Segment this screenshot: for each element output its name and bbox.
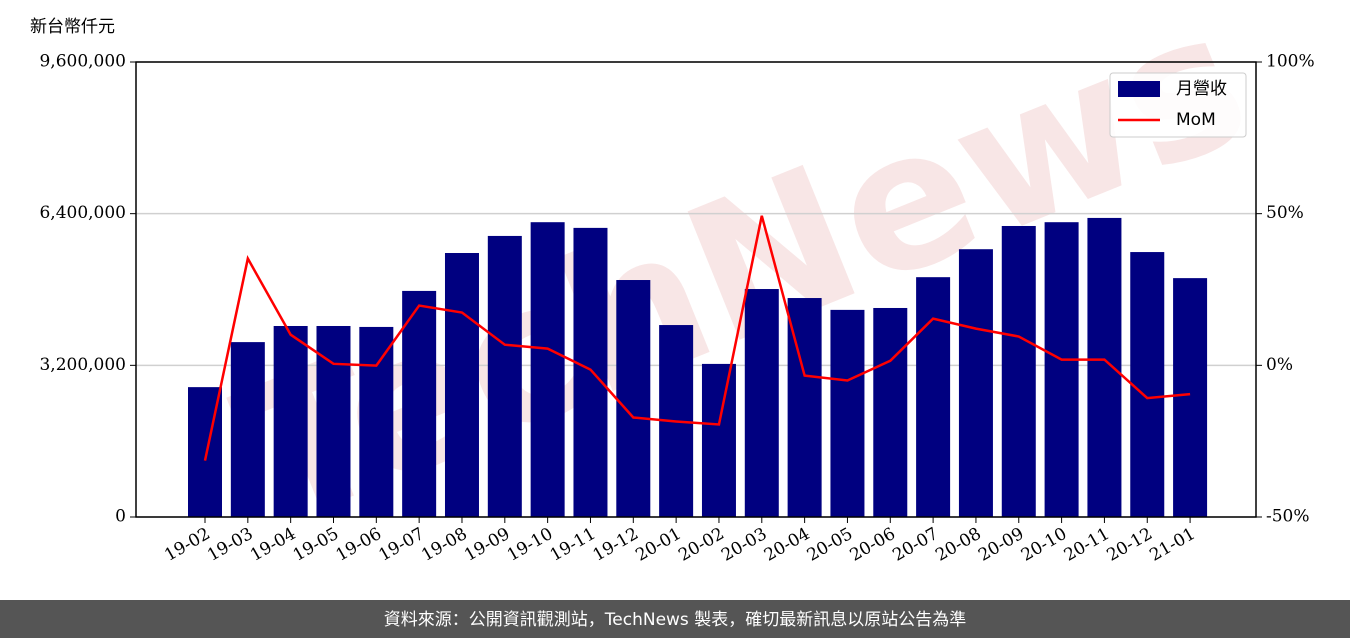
y-axis-label: 新台幣仟元	[30, 17, 115, 37]
bar	[1130, 252, 1165, 517]
y-tick-label: 0	[115, 507, 126, 527]
bar	[744, 289, 779, 517]
bar	[1087, 217, 1122, 517]
plot-frame	[135, 61, 1257, 518]
bar	[958, 249, 993, 517]
x-tick-label: 21-01	[1146, 524, 1198, 566]
x-tick-label: 20-11	[1061, 524, 1113, 566]
y2-tick-label: 0%	[1266, 355, 1293, 375]
y-tick-label: 3,200,000	[39, 355, 126, 375]
bar	[530, 222, 565, 517]
bar	[916, 277, 951, 517]
x-tick-label: 20-02	[675, 524, 727, 566]
bar	[316, 325, 351, 517]
legend-swatch	[1118, 81, 1160, 97]
bar	[402, 290, 437, 517]
bar	[873, 307, 908, 517]
x-tick-label: 19-10	[504, 524, 556, 566]
bar	[1001, 225, 1036, 518]
y-tick-label: 6,400,000	[39, 203, 126, 223]
bar	[701, 363, 736, 517]
bar	[616, 280, 651, 517]
x-tick-label: 19-08	[418, 524, 470, 566]
legend-label: 月營收	[1176, 79, 1227, 99]
x-tick-label: 20-07	[889, 524, 941, 566]
x-tick-label: 20-09	[975, 524, 1027, 566]
x-tick-label: 20-06	[847, 524, 899, 566]
y2-tick-label: -50%	[1266, 507, 1310, 527]
y-tick-label: 9,600,000	[39, 52, 126, 72]
x-tick-label: 20-03	[718, 524, 770, 566]
x-tick-label: 19-11	[547, 524, 599, 566]
x-tick-label: 20-12	[1104, 524, 1156, 566]
x-tick-label: 20-08	[932, 524, 984, 566]
bar	[230, 342, 265, 517]
y2-tick-label: 100%	[1266, 52, 1315, 72]
legend-label: MoM	[1176, 110, 1216, 130]
bar	[444, 253, 479, 518]
bar	[573, 227, 608, 517]
x-tick-label: 19-02	[161, 524, 213, 566]
bar	[359, 326, 394, 517]
bar	[830, 309, 865, 517]
footer: 資料來源：公開資訊觀測站，TechNews 製表，確切最新訊息以原站公告為準	[384, 610, 966, 630]
bar	[273, 325, 308, 517]
x-tick-label: 20-05	[804, 524, 856, 566]
y2-tick-label: 50%	[1266, 203, 1304, 223]
x-tick-label: 20-04	[761, 524, 813, 566]
x-tick-label: 19-03	[204, 524, 256, 566]
x-tick-label: 19-09	[461, 524, 513, 566]
footer-bar	[0, 600, 1350, 638]
line	[203, 215, 1191, 461]
x-tick-label: 19-12	[590, 524, 642, 566]
bar	[1044, 222, 1079, 517]
bar	[1173, 278, 1208, 517]
x-tick-label: 20-01	[632, 524, 684, 566]
x-tick-label: 20-10	[1018, 524, 1070, 566]
bar	[487, 235, 522, 518]
